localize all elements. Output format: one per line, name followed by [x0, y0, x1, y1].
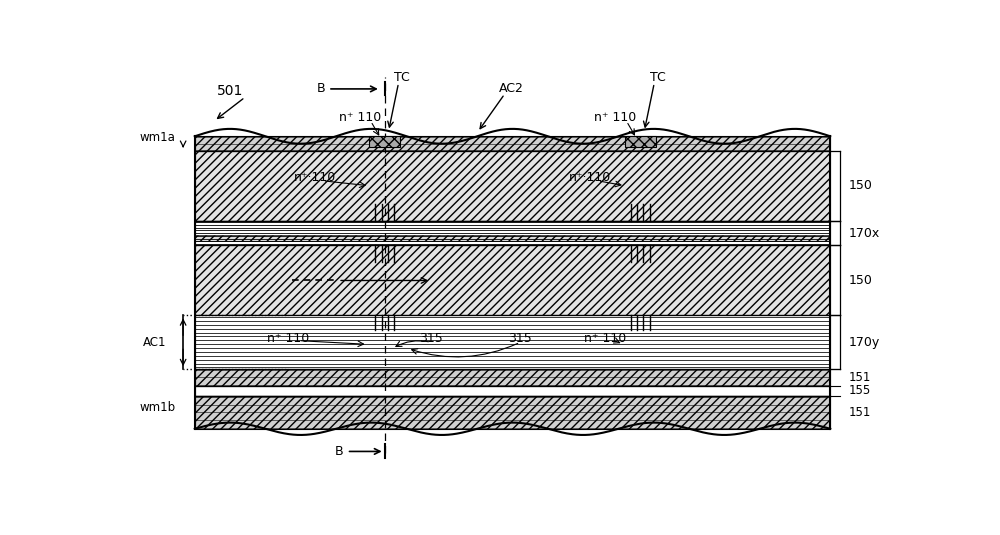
Bar	[195, 316, 830, 369]
Text: 151: 151	[849, 406, 871, 419]
Text: 150: 150	[849, 179, 873, 192]
Text: B: B	[335, 445, 344, 458]
Text: 315: 315	[508, 332, 532, 345]
Bar	[195, 246, 830, 316]
Text: AC1: AC1	[143, 336, 166, 349]
Text: n⁺ 110: n⁺ 110	[267, 332, 309, 345]
Text: TC: TC	[650, 71, 665, 84]
Text: 501: 501	[216, 84, 243, 98]
Text: n⁺ 110: n⁺ 110	[339, 111, 381, 124]
Bar	[195, 386, 830, 396]
Text: n⁺ 110: n⁺ 110	[594, 111, 637, 124]
Bar	[195, 221, 830, 246]
Text: n⁺·110: n⁺·110	[569, 171, 611, 184]
Text: 155: 155	[849, 384, 871, 397]
Text: B: B	[316, 82, 325, 95]
Bar	[369, 136, 400, 147]
Bar	[195, 396, 830, 429]
Bar	[625, 136, 656, 147]
Text: 170x: 170x	[849, 227, 880, 240]
Bar	[195, 136, 830, 151]
Text: wm1b: wm1b	[139, 401, 176, 414]
Text: wm1a: wm1a	[140, 131, 175, 144]
Text: AC2: AC2	[499, 82, 523, 95]
Text: 170y: 170y	[849, 336, 880, 349]
Text: 315: 315	[419, 332, 443, 345]
Text: n⁺·110: n⁺·110	[294, 171, 336, 184]
Text: 151: 151	[849, 371, 871, 384]
Text: TC: TC	[394, 71, 410, 84]
Bar	[195, 235, 830, 241]
Text: 150: 150	[849, 274, 873, 287]
Bar	[195, 369, 830, 386]
Text: n⁺ 110: n⁺ 110	[584, 332, 627, 345]
Bar	[195, 151, 830, 221]
